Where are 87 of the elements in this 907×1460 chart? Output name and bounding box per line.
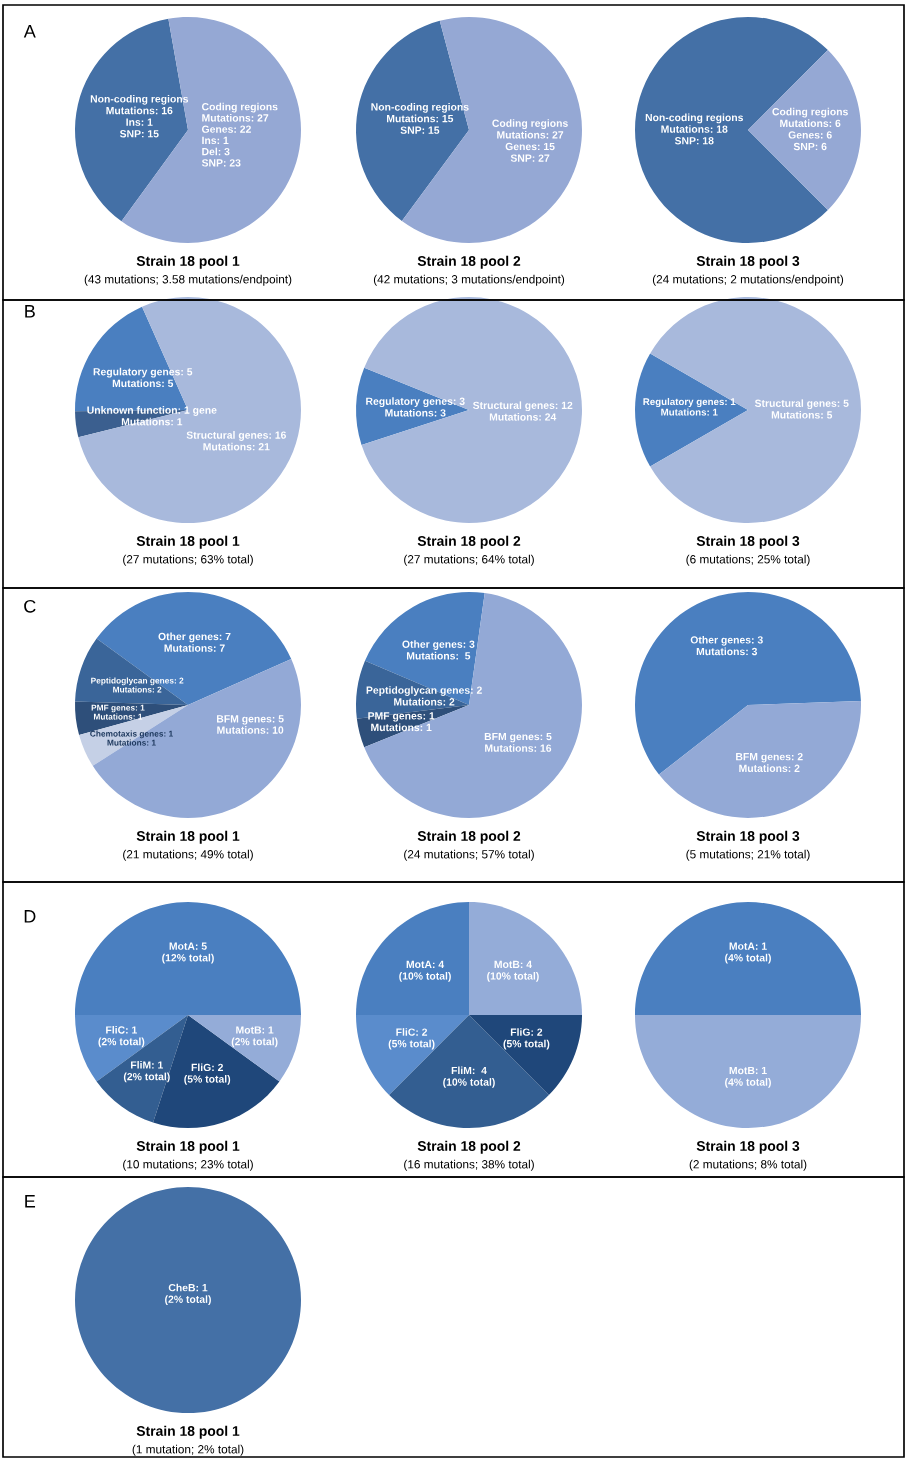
slice-label: Regulatory genes: 3 Mutations: 3 (366, 397, 465, 417)
text: Strain 18 pool 1 (136, 1140, 240, 1154)
pie-slice (75, 902, 301, 1015)
slice-label: Regulatory genes: 1 Mutations: 1 (643, 397, 736, 416)
pie-slice (75, 18, 188, 222)
slice-label: Peptidoglycan genes: 2 Mutations: 2 (91, 677, 184, 693)
text: Strain 18 pool 2 (417, 830, 521, 844)
text: (5 mutations; 21% total) (686, 849, 810, 861)
slice-label: MotA: 4 (10% total) (399, 960, 451, 982)
pie-slice (635, 592, 861, 775)
slice-label: MotA: 1 (4% total) (725, 942, 771, 964)
slice-label: BFM genes: 2 Mutations: 2 (736, 752, 803, 772)
slice-label: Non-coding regions Mutations: 16 Ins: 1 SNP: 15 (90, 94, 189, 138)
pie-slice (635, 353, 748, 467)
text: E (25, 1195, 36, 1208)
text: D (24, 910, 36, 923)
slice-label: BFM genes: 5 Mutations: 10 (216, 715, 284, 734)
pie-slice (658, 701, 861, 818)
text: (24 mutations; 57% total) (404, 849, 534, 861)
text: Strain 18 pool 3 (696, 255, 800, 269)
slice-label: CheB: 1 (2% total) (165, 1283, 211, 1305)
text: Strain 18 pool 1 (136, 535, 240, 549)
text: Strain 18 pool 3 (696, 1140, 800, 1154)
slice-label: MotB: 1 (2% total) (231, 1026, 278, 1048)
slice-label: Other genes: 3 Mutations: 3 (690, 635, 763, 656)
text: Strain 18 pool 1 (136, 830, 240, 844)
slice-label: Regulatory genes: 5 Mutations: 5 (93, 367, 193, 388)
pie-slice (469, 902, 582, 1015)
slice-label: Structural genes: 12 Mutations: 24 (472, 401, 573, 421)
text: (21 mutations; 49% total) (123, 849, 253, 861)
slice-label: FliC: 1 (2% total) (98, 1026, 145, 1048)
pie-slice (389, 1015, 549, 1128)
pie-slice (364, 593, 582, 818)
slice-label: Structural genes: 16 Mutations: 21 (186, 431, 287, 451)
pie-slice (78, 297, 301, 523)
text: A (23, 25, 36, 38)
slice-label: Peptidoglycan genes: 2 Mutations: 2 (366, 686, 482, 706)
slice-label: FliC: 2 (5% total) (388, 1028, 435, 1050)
pie-slice (356, 902, 469, 1015)
text: Strain 18 pool 2 (417, 535, 521, 549)
pie-slice (79, 705, 188, 766)
text: Strain 18 pool 1 (136, 1425, 240, 1439)
pie-slice (364, 592, 485, 705)
pie-slice (356, 367, 469, 445)
slice-label: PMF genes: 1 Mutations: 1 (91, 704, 145, 720)
text: B (25, 305, 35, 318)
text: Strain 18 pool 2 (417, 255, 521, 269)
pie-slice (635, 902, 861, 1015)
slice-label: Non-coding regions Mutations: 18 SNP: 18 (645, 113, 744, 145)
text: (27 mutations; 64% total) (404, 554, 534, 566)
text: (6 mutations; 25% total) (686, 554, 810, 566)
text: (27 mutations; 63% total) (123, 554, 253, 566)
pie-slice (75, 306, 188, 412)
slice-label: BFM genes: 5 Mutations: 16 (484, 732, 552, 752)
text: (2 mutations; 8% total) (689, 1159, 807, 1171)
slice-label: Chemotaxis genes: 1 Mutations: 1 (90, 730, 173, 746)
slice-label: FliM: 4 (10% total) (443, 1066, 495, 1088)
text: (10 mutations; 23% total) (123, 1159, 253, 1171)
text: Strain 18 pool 3 (696, 830, 800, 844)
pie-slice (748, 50, 861, 210)
text: Strain 18 pool 1 (136, 255, 240, 269)
slice-label: Non-coding regions Mutations: 15 SNP: 15 (371, 102, 469, 134)
text: C (24, 599, 36, 613)
slice-label: MotB: 1 (4% total) (725, 1066, 771, 1088)
pie-slice (356, 20, 469, 221)
slice-label: MotB: 4 (10% total) (487, 960, 539, 982)
text: (42 mutations; 3 mutations/endpoint) (373, 274, 565, 286)
pie-slice (635, 1015, 861, 1128)
text: (43 mutations; 3.58 mutations/endpoint) (84, 274, 292, 286)
slice-label: FliM: 1 (2% total) (123, 1061, 170, 1083)
slice-label: Other genes: 7 Mutations: 7 (158, 632, 231, 652)
slice-label: FliG: 2 (5% total) (184, 1063, 231, 1085)
pie-slice (361, 297, 582, 523)
text: (1 mutation; 2% total) (132, 1444, 244, 1456)
slice-label: Structural genes: 5 Mutations: 5 (754, 399, 849, 419)
slice-label: Coding regions Mutations: 27 Genes: 15 SNP: 27 (492, 119, 568, 162)
slice-label: FliG: 2 (5% total) (503, 1028, 550, 1050)
slice-label: Coding regions Mutations: 27 Genes: 22 Ins: 1 Del: 3 SNP: 23 (201, 102, 278, 167)
text: (16 mutations; 38% total) (404, 1159, 534, 1171)
text: (24 mutations; 2 mutations/endpoint) (652, 274, 844, 286)
slice-label: Coding regions Mutations: 6 Genes: 6 SNP: 6 (772, 107, 848, 151)
slice-label: Other genes: 3 Mutations: 5 (402, 640, 475, 660)
text: Strain 18 pool 3 (696, 535, 800, 549)
text: Strain 18 pool 2 (417, 1140, 521, 1154)
slice-label: PMF genes: 1 Mutations: 1 (368, 712, 435, 732)
pie-slice (92, 659, 301, 818)
slice-label: MotA: 5 (12% total) (162, 942, 214, 964)
